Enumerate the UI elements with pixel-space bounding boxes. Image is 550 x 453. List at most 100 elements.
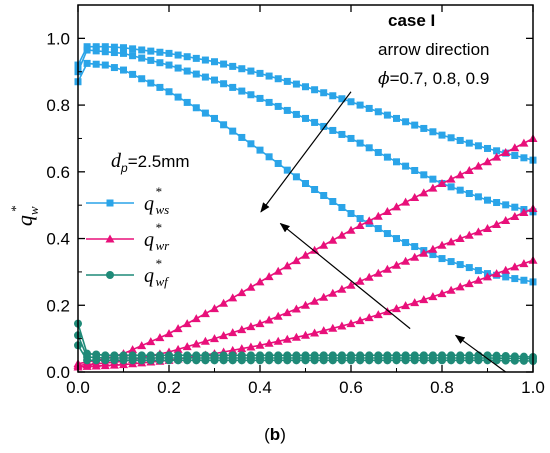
legend-label-base: q [144,193,154,215]
data-point-square-2 [229,83,237,91]
data-point-square-3 [229,127,237,135]
data-point-triangle-2 [392,260,401,269]
data-point-circle-3 [428,356,437,365]
data-point-square-1 [211,58,218,66]
data-point-square-2 [393,158,400,166]
data-point-square-2 [302,114,309,122]
data-point-square-3 [256,146,264,154]
data-point-square-3 [511,275,519,283]
data-point-triangle-3 [282,334,292,343]
data-point-square-3 [383,230,391,238]
data-point-square-2 [183,67,191,75]
data-point-triangle-3 [337,321,347,330]
data-point-triangle-2 [255,319,265,328]
data-point-square-3 [411,243,419,251]
data-point-square-1 [447,134,455,142]
data-point-circle-3 [155,356,164,365]
data-point-circle-3 [183,356,192,365]
data-point-triangle-1 [237,288,247,297]
data-point-triangle-1 [410,193,420,202]
data-point-square-3 [174,93,182,101]
data-point-circle-3 [519,356,528,365]
data-point-triangle-3 [291,332,301,341]
data-point-circle-3 [401,356,410,365]
data-point-square-1 [229,62,237,70]
x-tick-label: 0.2 [157,378,181,397]
data-point-square-1 [338,95,346,103]
data-point-square-1 [129,45,137,53]
data-point-square-3 [238,133,246,141]
data-point-triangle-2 [401,256,411,265]
data-point-square-3 [429,251,437,259]
data-point-triangle-2 [328,288,338,297]
data-point-square-2 [201,73,209,81]
data-point-square-3 [338,204,346,212]
data-point-triangle-3 [364,313,374,322]
data-point-square-2 [101,48,109,56]
data-point-square-3 [274,159,282,167]
data-point-triangle-2 [219,331,229,340]
data-point-triangle-3 [355,316,365,325]
data-point-square-1 [474,142,482,150]
data-point-square-1 [511,151,519,159]
data-point-square-2 [211,76,218,84]
data-point-circle-3 [128,356,137,365]
data-point-triangle-1 [301,250,310,259]
data-point-square-1 [147,47,155,55]
annotation-arrow-direction: arrow direction [378,40,490,59]
data-point-square-3 [83,59,91,67]
data-point-triangle-1 [483,157,492,166]
data-point-square-3 [474,267,482,275]
data-point-square-2 [147,56,155,64]
data-point-circle-3 [137,356,146,365]
data-point-triangle-1 [382,207,392,216]
y-tick-label: 0.8 [46,96,70,115]
data-point-square-2 [474,193,482,201]
data-point-square-3 [302,179,309,187]
data-point-square-2 [110,49,118,57]
data-point-square-1 [238,65,246,73]
data-point-square-1 [484,144,491,152]
data-point-square-2 [311,118,319,126]
data-point-circle-3 [110,356,119,365]
data-point-circle-3 [192,356,201,365]
data-point-triangle-1 [155,333,165,342]
data-point-circle-3 [174,356,183,365]
data-point-triangle-1 [346,225,356,234]
data-point-square-1 [220,60,228,68]
data-point-triangle-1 [273,266,283,275]
data-point-square-1 [520,154,528,162]
data-point-square-2 [238,87,246,95]
data-point-circle-3 [310,356,319,365]
data-point-triangle-1 [164,329,174,338]
data-point-circle-3 [92,356,101,365]
data-point-square-1 [174,51,182,59]
series-markers-circle-3 [74,341,537,365]
data-point-square-2 [502,201,510,209]
legend-marker [105,234,115,243]
data-point-triangle-3 [100,361,110,370]
data-point-circle-3 [101,356,110,365]
data-point-triangle-2 [501,216,511,225]
y-axis-label-base: q [12,215,37,226]
data-point-square-3 [101,61,109,69]
data-point-triangle-2 [319,292,329,301]
data-point-square-2 [347,134,355,142]
data-point-triangle-2 [282,308,292,317]
series-layer [73,43,538,371]
data-point-triangle-1 [310,245,320,254]
data-point-triangle-3 [255,340,265,349]
data-point-square-3 [520,276,528,284]
data-point-square-2 [138,54,146,62]
legend-label: q* ws [144,184,169,217]
data-point-square-1 [429,128,437,136]
data-point-square-1 [465,139,473,147]
data-point-triangle-1 [492,152,502,161]
legend-item-ws: q* ws [86,184,169,217]
data-point-square-2 [174,64,182,72]
data-point-square-2 [365,144,373,152]
data-point-square-3 [393,235,400,243]
data-point-square-1 [356,101,364,109]
data-point-triangle-3 [510,262,520,271]
data-point-square-1 [438,131,446,139]
